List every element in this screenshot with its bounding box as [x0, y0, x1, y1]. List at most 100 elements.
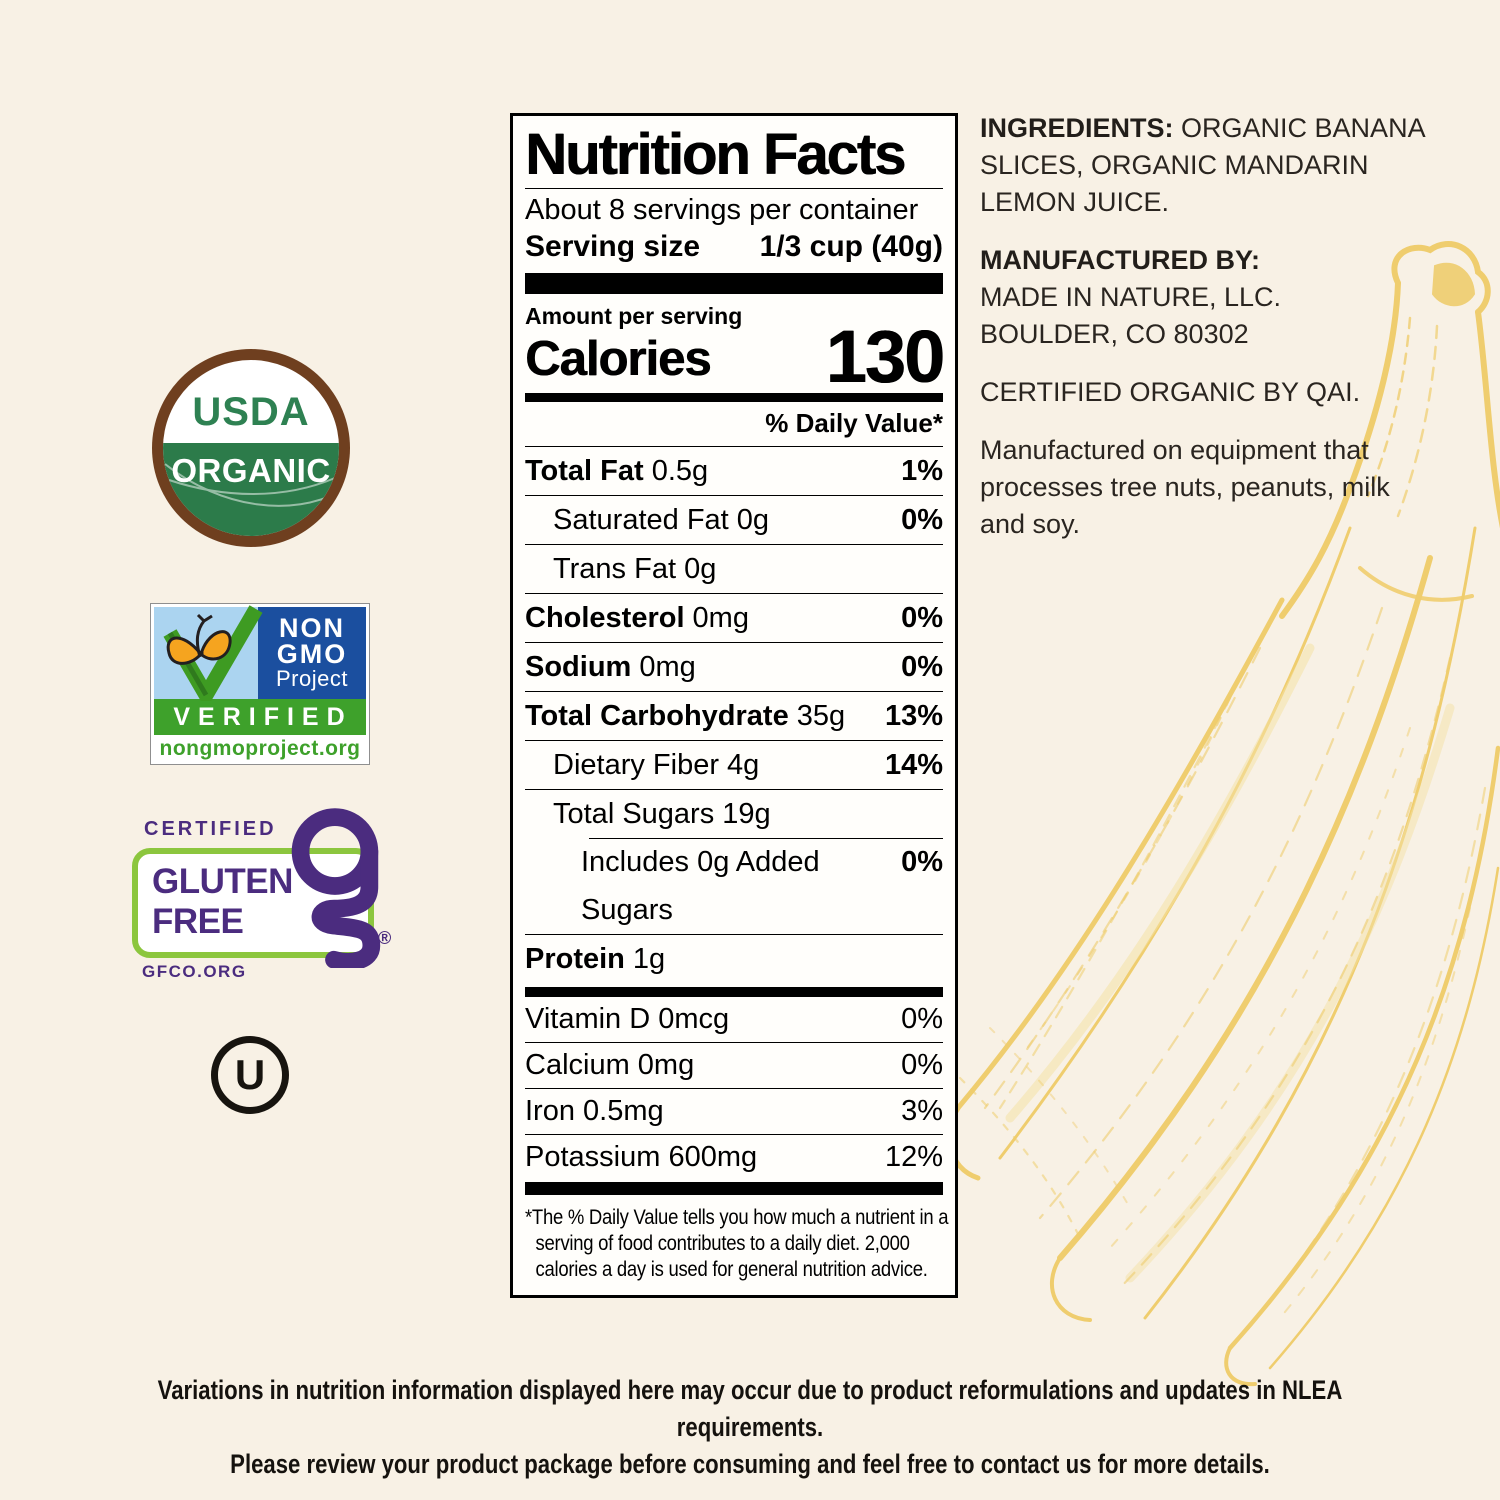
kosher-ou-icon: U — [211, 1036, 289, 1114]
nutrient-dv: 12% — [884, 1141, 943, 1173]
nutrient-row-total-carbohydrate: Total Carbohydrate 35g 13% — [525, 691, 943, 740]
non-gmo-top: NON GMO Project — [154, 605, 366, 701]
gf-registered-mark: ® — [378, 928, 392, 948]
usda-green-field — [163, 442, 339, 536]
kosher-letter: U — [234, 1051, 266, 1098]
usda-organic-badge-inner: USDA ORGANIC — [163, 360, 339, 536]
usda-text: USDA — [192, 390, 310, 434]
nutrient-row-total-sugars: Total Sugars 19g — [525, 789, 943, 838]
info-column: INGREDIENTS: ORGANIC BANANA SLICES, ORGA… — [980, 110, 1432, 564]
nutrient-amount: Vitamin D 0mcg — [525, 1003, 730, 1035]
nutrient-amount: Total Sugars 19g — [553, 798, 771, 830]
calories-row: Calories 130 — [525, 315, 945, 398]
gf-box: GLUTEN FREE — [132, 848, 374, 958]
thick-bar — [525, 273, 943, 294]
ingredients-paragraph: INGREDIENTS: ORGANIC BANANA SLICES, ORGA… — [980, 110, 1432, 221]
nutrient-row-calcium: Calcium 0mg 0% — [525, 1042, 943, 1088]
nutrient-dv: 0% — [901, 846, 943, 878]
nutrient-amount: Dietary Fiber 4g — [553, 749, 760, 781]
nutrient-name: Total Fat — [525, 455, 644, 487]
nutrient-row-dietary-fiber: Dietary Fiber 4g 14% — [525, 740, 943, 789]
organic-text: ORGANIC — [171, 452, 331, 489]
nutrient-amount: Potassium 600mg — [525, 1141, 758, 1173]
nutrient-name: Cholesterol — [525, 602, 685, 634]
gf-org-text: GFCO.ORG — [142, 962, 247, 981]
ingredients-label: INGREDIENTS: — [980, 113, 1174, 143]
daily-value-footnote: *The % Daily Value tells you how much a … — [525, 1206, 949, 1281]
thick-bar — [525, 987, 943, 997]
banana-illustration — [946, 241, 1500, 1387]
manufacturer-address: BOULDER, CO 80302 — [980, 319, 1249, 349]
nutrient-row-protein: Protein 1g — [525, 934, 943, 983]
nutrient-dv: 13% — [884, 700, 943, 732]
nutrient-dv: 14% — [884, 749, 943, 781]
disclaimer-line-1: Variations in nutrition information disp… — [157, 1375, 1343, 1442]
nutrient-amount: Iron 0.5mg — [525, 1095, 664, 1127]
nutrient-amount: 0.5g — [651, 455, 709, 487]
nutrient-name: Sodium — [525, 651, 632, 683]
allergen-statement: Manufactured on equipment that processes… — [980, 435, 1390, 539]
non-gmo-blue-panel: NON GMO Project — [258, 607, 366, 699]
gf-certified-text: CERTIFIED — [144, 818, 277, 840]
nutrient-dv: 0% — [901, 1003, 943, 1035]
ingredients-text: ORGANIC BANANA SLICES, ORGANIC MANDARIN … — [980, 113, 1425, 217]
bottom-disclaimer: Variations in nutrition information disp… — [135, 1372, 1365, 1483]
serving-size-value: 1/3 cup (40g) — [759, 230, 943, 263]
serving-size-row: Serving size 1/3 cup (40g) — [525, 228, 943, 266]
non-gmo-line3: Project — [276, 666, 348, 691]
disclaimer-line-2: Please review your product package befor… — [230, 1449, 1270, 1479]
nutrient-dv: 0% — [901, 602, 943, 634]
usda-organic-badge: USDA ORGANIC — [152, 349, 350, 547]
nutrient-row-total-fat: Total Fat 0.5g 1% — [525, 446, 943, 495]
nutrient-dv: 0% — [901, 651, 943, 683]
nutrient-dv: 0% — [901, 1049, 943, 1081]
nutrient-row-vitamin-d: Vitamin D 0mcg 0% — [525, 997, 943, 1042]
nutrient-amount: Saturated Fat 0g — [553, 504, 770, 536]
nutrient-name: Protein — [525, 943, 625, 975]
nutrient-amount: 1g — [632, 943, 666, 975]
gluten-free-g-icon — [291, 808, 381, 968]
manufacturer-name: MADE IN NATURE, LLC. — [980, 282, 1282, 312]
nutrient-amount: 0mg — [692, 602, 749, 634]
nutrient-row-trans-fat: Trans Fat 0g — [525, 544, 943, 593]
nutrient-row-added-sugars: Includes 0g Added Sugars 0% — [525, 838, 943, 934]
nutrient-dv: 0% — [901, 504, 943, 536]
serving-size-label: Serving size — [525, 230, 701, 263]
manufactured-by-label: MANUFACTURED BY: — [980, 245, 1260, 275]
nutrient-amount: 35g — [796, 700, 846, 732]
amount-per-serving-label: Amount per serving — [525, 303, 743, 329]
calories-label: Calories — [525, 332, 711, 386]
nutrient-name: Total Carbohydrate — [525, 700, 789, 732]
manufactured-by-paragraph: MANUFACTURED BY: MADE IN NATURE, LLC. BO… — [980, 242, 1432, 353]
nutrient-row-sodium: Sodium 0mg 0% — [525, 642, 943, 691]
certified-organic-line: CERTIFIED ORGANIC BY QAI. — [980, 377, 1361, 407]
nutrient-amount: Includes 0g Added Sugars — [581, 846, 820, 926]
nutrient-row-saturated-fat: Saturated Fat 0g 0% — [525, 495, 943, 544]
thick-bar — [525, 1182, 943, 1195]
non-gmo-line1: NON — [279, 613, 345, 643]
certified-gluten-free-badge: CERTIFIED GLUTEN FREE ® GFCO.ORG — [126, 808, 396, 984]
gf-free-text: FREE — [152, 902, 244, 941]
verified-band: VERIFIED — [154, 699, 366, 735]
gf-gluten-text: GLUTEN — [152, 862, 293, 901]
divider — [525, 188, 943, 189]
nutrient-amount: 0mg — [639, 651, 696, 683]
non-gmo-project-badge: NON GMO Project VERIFIED nongmoproject.o… — [150, 603, 370, 765]
nutrient-row-cholesterol: Cholesterol 0mg 0% — [525, 593, 943, 642]
butterfly-icon — [166, 613, 232, 665]
nutrient-amount: Calcium 0mg — [525, 1049, 695, 1081]
nutrient-amount: Trans Fat 0g — [553, 553, 717, 585]
nutrition-facts-title: Nutrition Facts — [525, 122, 906, 187]
calories-value: 130 — [825, 315, 945, 398]
nutrient-row-potassium: Potassium 600mg 12% — [525, 1134, 943, 1180]
nutrient-row-iron: Iron 0.5mg 3% — [525, 1088, 943, 1134]
nutrition-facts-panel: Nutrition Facts About 8 servings per con… — [510, 113, 958, 1298]
non-gmo-line2: GMO — [276, 639, 348, 669]
nutrient-dv: 1% — [901, 455, 943, 487]
daily-value-header: % Daily Value* — [765, 408, 943, 438]
thick-bar — [525, 393, 943, 402]
nutrient-dv: 3% — [901, 1095, 943, 1127]
non-gmo-url: nongmoproject.org — [159, 737, 361, 760]
servings-per-container: About 8 servings per container — [525, 194, 919, 226]
